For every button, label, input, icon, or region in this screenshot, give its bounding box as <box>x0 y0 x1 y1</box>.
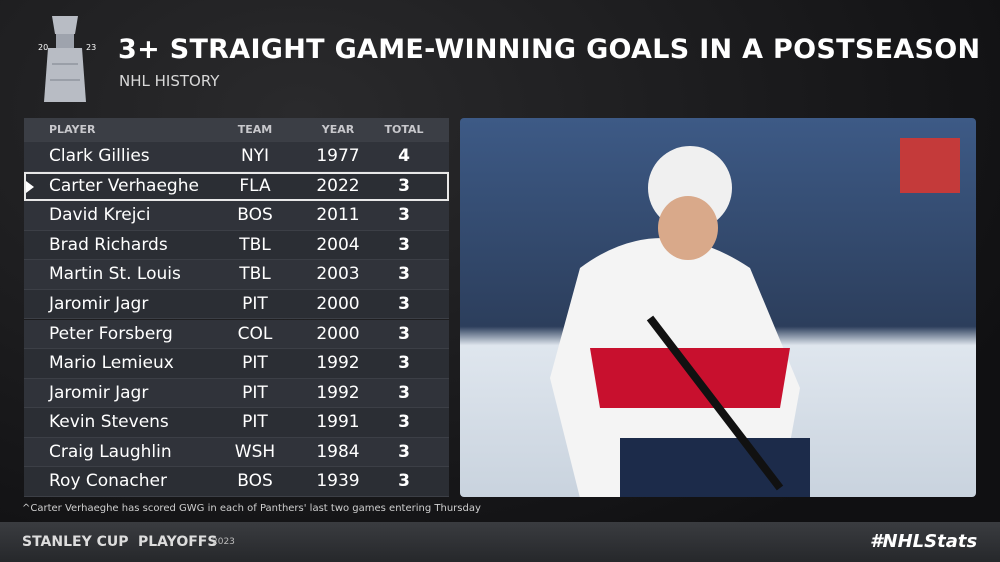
table-cell: Jaromir Jagr <box>49 382 149 403</box>
table-row: Kevin Stevens PIT 1991 3 <box>24 408 449 438</box>
table-cell: 2000 <box>316 323 360 344</box>
table-cell: TBL <box>239 234 271 255</box>
table-cell: 1939 <box>316 471 360 492</box>
table-cell: Mario Lemieux <box>49 353 174 374</box>
table-cell: Roy Conacher <box>49 471 167 492</box>
table-cell: 3 <box>398 323 410 344</box>
table-row: Clark Gillies NYI 1977 4 <box>24 142 449 172</box>
table-row: Carter Verhaeghe FLA 2022 3 <box>24 171 449 202</box>
table-cell: 3 <box>398 205 410 226</box>
table-cell: 3 <box>398 293 410 314</box>
table-cell: WSH <box>234 441 276 462</box>
table-cell: BOS <box>237 205 273 226</box>
column-header: YEAR <box>321 123 355 136</box>
footer-year: 2023 <box>212 537 235 547</box>
table-cell: 2003 <box>316 264 360 285</box>
table-row: David Krejci BOS 2011 3 <box>24 201 449 231</box>
table: PLAYER TEAM YEAR TOTAL Clark Gillies NYI 1977 4… <box>24 118 449 497</box>
table-cell: PIT <box>242 412 268 433</box>
table-cell: 3 <box>398 234 410 255</box>
table-cell: 2011 <box>316 205 360 226</box>
table-cell: TBL <box>239 264 271 285</box>
table-cell: 3 <box>398 441 410 462</box>
table-cell: 1992 <box>316 353 360 374</box>
table-row: Martin St. Louis TBL 2003 3 <box>24 260 449 290</box>
title: 3+ STRAIGHT GAME-WINNING GOALS IN A POST… <box>118 34 981 65</box>
badge-year: 20 <box>38 43 48 52</box>
table-cell: David Krejci <box>49 205 151 226</box>
table-cell: 2004 <box>316 234 360 255</box>
table-cell: PIT <box>242 353 268 374</box>
table-cell: 1977 <box>316 146 360 166</box>
table-cell: BOS <box>237 471 273 492</box>
table-cell: 2000 <box>316 293 360 314</box>
table-row: Craig Laughlin WSH 1984 3 <box>24 437 449 468</box>
table-cell: Carter Verhaeghe <box>49 175 199 196</box>
table-cell: 4 <box>398 146 410 166</box>
column-header: TOTAL <box>384 123 424 136</box>
table-cell: 1991 <box>316 412 360 433</box>
table-cell: COL <box>237 323 273 344</box>
table-cell: Jaromir Jagr <box>49 293 149 314</box>
table-cell: PIT <box>242 382 268 403</box>
badge-year: 23 <box>86 43 96 52</box>
table-cell: Peter Forsberg <box>49 323 173 344</box>
column-header: PLAYER <box>49 123 96 136</box>
table-cell: NYI <box>240 146 270 166</box>
footer-bar: STANLEY CUP PLAYOFFS 2023 #NHLStats <box>0 522 1000 562</box>
hashtag: #NHLStats <box>870 531 978 552</box>
table-cell: PIT <box>242 293 268 314</box>
table-cell: 1984 <box>316 441 360 462</box>
header-row: PLAYER TEAM YEAR TOTAL <box>24 118 449 142</box>
table-cell: 3 <box>398 412 410 433</box>
table-cell: 1992 <box>316 382 360 403</box>
table-cell: 3 <box>398 175 410 196</box>
table-row: Mario Lemieux PIT 1992 3 <box>24 349 449 379</box>
subtitle: NHL HISTORY <box>119 72 220 90</box>
table-cell: Clark Gillies <box>49 146 150 166</box>
table-cell: 3 <box>398 382 410 403</box>
footnote: ^Carter Verhaeghe has scored GWG in each… <box>22 503 481 514</box>
footer-brand: STANLEY CUP <box>22 534 129 550</box>
table-cell: Kevin Stevens <box>49 412 169 433</box>
table-cell: Martin St. Louis <box>49 264 181 285</box>
table-cell: Craig Laughlin <box>49 441 172 462</box>
table-cell: 3 <box>398 264 410 285</box>
table-cell: FLA <box>239 175 271 196</box>
table-row: Roy Conacher BOS 1939 3 <box>24 467 449 497</box>
player-photo <box>460 118 976 497</box>
footer-brand: PLAYOFFS <box>138 534 218 550</box>
table-cell: 3 <box>398 471 410 492</box>
highlight-marker <box>26 180 34 193</box>
table-row: Jaromir Jagr PIT 1992 3 <box>24 378 449 409</box>
trophy-logo: 20 23 <box>38 16 96 102</box>
table-cell: 3 <box>398 353 410 374</box>
column-header: TEAM <box>237 123 273 136</box>
table-row: Peter Forsberg COL 2000 3 <box>24 319 449 350</box>
table-row: Brad Richards TBL 2004 3 <box>24 230 449 261</box>
table-row: Jaromir Jagr PIT 2000 3 <box>24 289 449 320</box>
table-cell: 2022 <box>316 175 360 196</box>
table-cell: Brad Richards <box>49 234 168 255</box>
